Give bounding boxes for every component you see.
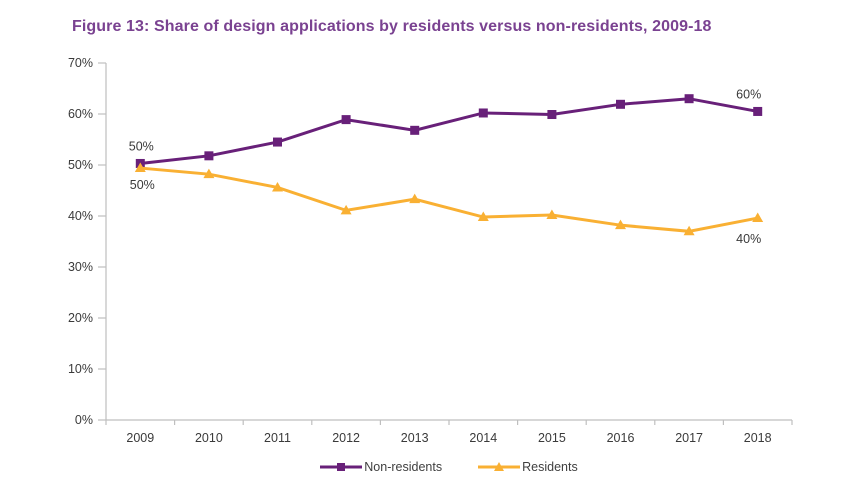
legend-square-marker-icon	[320, 463, 363, 471]
data-point-marker	[547, 110, 557, 120]
x-tick-label: 2014	[469, 431, 497, 445]
x-tick-label: 2018	[744, 431, 772, 445]
data-point-marker	[410, 125, 420, 135]
x-tick-label: 2012	[332, 431, 360, 445]
line-chart: 0% 10% 20% 30% 40% 50% 60% 70% 2009 2010 2011 2012 2…	[68, 56, 793, 445]
data-point-marker	[340, 204, 352, 215]
data-point-marker	[616, 99, 625, 109]
x-tick-label: 2013	[401, 431, 429, 445]
x-tick-label: 2010	[195, 431, 223, 445]
chart-legend: Non-residents Residents	[26, 460, 846, 474]
legend-label: Non-residents	[364, 460, 443, 474]
data-point-marker	[752, 212, 764, 223]
y-tick-label: 0%	[75, 413, 93, 427]
y-tick-label: 70%	[68, 56, 93, 70]
data-point-marker	[134, 162, 146, 173]
data-point-marker	[272, 181, 283, 192]
y-tick-label: 10%	[68, 362, 93, 376]
data-point-marker	[204, 151, 214, 161]
data-label-non-residents-2018: 60%	[736, 87, 761, 101]
data-label-residents-2018: 40%	[736, 232, 761, 246]
y-tick-label: 50%	[68, 158, 93, 172]
figure-title: Figure 13: Share of design applications …	[72, 18, 712, 35]
legend-item-residents: Residents	[478, 460, 578, 474]
x-tick-label: 2015	[538, 431, 566, 445]
y-tick-label: 30%	[68, 260, 93, 274]
data-point-marker	[273, 137, 282, 147]
x-tick-label: 2017	[675, 431, 703, 445]
data-point-marker	[684, 94, 694, 104]
data-label-residents-2009: 50%	[130, 178, 155, 192]
data-point-marker	[477, 211, 489, 222]
legend-triangle-marker-icon	[478, 462, 521, 471]
data-label-non-residents-2009: 50%	[129, 139, 154, 153]
y-tick-label: 20%	[68, 311, 93, 325]
data-point-marker	[683, 225, 695, 236]
legend-triangle	[494, 462, 505, 471]
legend-square	[337, 463, 346, 471]
data-point-marker	[753, 106, 763, 116]
data-point-marker	[546, 209, 558, 219]
data-point-marker	[615, 219, 626, 230]
data-point-marker	[341, 115, 351, 125]
legend-label: Residents	[522, 460, 578, 474]
x-tick-label: 2016	[607, 431, 635, 445]
data-point-marker	[478, 108, 488, 118]
series-line-residents	[140, 166, 758, 233]
x-tick-label: 2011	[264, 431, 291, 445]
data-point-marker	[409, 193, 421, 204]
series-line-non-residents	[140, 97, 758, 165]
y-tick-label: 40%	[68, 209, 93, 223]
y-tick-label: 60%	[68, 107, 93, 121]
data-point-marker	[203, 168, 215, 179]
legend-item-non-residents: Non-residents	[320, 460, 442, 474]
x-tick-label: 2009	[126, 431, 154, 445]
